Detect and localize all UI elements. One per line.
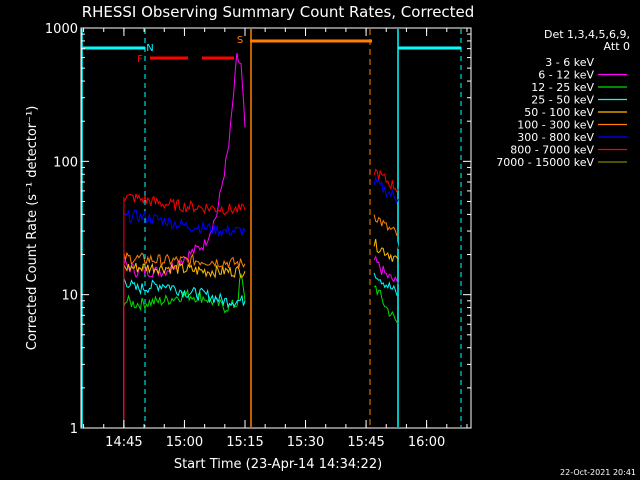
legend-label-4: 50 - 100 keV <box>524 106 594 119</box>
series-layer <box>123 52 399 428</box>
legend-label-3: 25 - 50 keV <box>531 94 594 107</box>
series-line-0-1 <box>373 226 399 251</box>
legend-label-6: 300 - 800 keV <box>517 131 594 144</box>
series-3 <box>123 272 399 428</box>
legend-label-8: 7000 - 15000 keV <box>496 156 594 169</box>
flare-flag-label: F <box>137 54 143 65</box>
series-5 <box>123 214 399 428</box>
series-4 <box>123 238 399 428</box>
series-line-7-1 <box>373 168 399 193</box>
series-line-3-0 <box>123 278 246 309</box>
series-line-1-1 <box>373 255 399 285</box>
series-line-4-0 <box>123 261 246 279</box>
overlay-layer: NF S <box>81 29 462 427</box>
series-line-4-1 <box>373 238 399 262</box>
legend-label-7: 800 - 7000 keV <box>510 144 594 157</box>
series-line-0-0 <box>123 119 246 252</box>
series-line-3-1 <box>373 272 399 296</box>
saa-flag-label: N <box>146 43 153 54</box>
x-tick-label-5: 16:00 <box>408 435 445 450</box>
series-line-2-0 <box>123 273 246 314</box>
x-tick-label-0: 14:45 <box>105 435 142 450</box>
series-7 <box>123 168 399 428</box>
y-tick-label-2: 100 <box>53 155 78 170</box>
x-tick-label-1: 15:00 <box>166 435 203 450</box>
plot-frame <box>80 27 472 429</box>
legend-subtitle: Att 0 <box>604 40 630 53</box>
series-1 <box>123 52 399 428</box>
y-tick-label-3: 1000 <box>45 22 78 37</box>
x-tick-label-4: 15:45 <box>347 435 384 450</box>
legend-label-0: 3 - 6 keV <box>545 56 594 69</box>
x-tick-label-3: 15:30 <box>287 435 324 450</box>
series-line-6-1 <box>373 176 399 204</box>
series-line-5-0 <box>123 251 246 269</box>
legend-title: Det 1,3,4,5,6,9, <box>544 28 630 41</box>
x-axis-label: Start Time (23-Apr-14 14:34:22) <box>174 457 382 472</box>
series-line-7-0 <box>123 193 246 216</box>
legend-label-5: 100 - 300 keV <box>517 119 594 132</box>
legend-label-1: 6 - 12 keV <box>538 69 594 82</box>
series-2 <box>123 273 399 428</box>
series-line-2-1 <box>373 285 399 325</box>
series-line-1-0 <box>123 52 246 278</box>
legend-label-2: 12 - 25 keV <box>531 81 594 94</box>
y-tick-label-0: 1 <box>70 422 78 437</box>
plot-timestamp: 22-Oct-2021 20:41 <box>560 468 636 477</box>
chart-title: RHESSI Observing Summary Count Rates, Co… <box>82 3 475 21</box>
series-6 <box>123 176 399 428</box>
x-tick-label-2: 15:15 <box>226 435 263 450</box>
y-axis-label: Corrected Count Rate (s⁻¹ detector⁻¹) <box>25 106 40 351</box>
series-line-5-1 <box>373 214 399 236</box>
axis-layer: 14:45 15:00 15:15 15:30 15:45 16:00 1 10 100 1000 <box>45 22 471 450</box>
series-line-6-0 <box>123 209 246 237</box>
y-tick-label-1: 10 <box>61 289 78 304</box>
night-flag-label: S <box>237 35 243 46</box>
